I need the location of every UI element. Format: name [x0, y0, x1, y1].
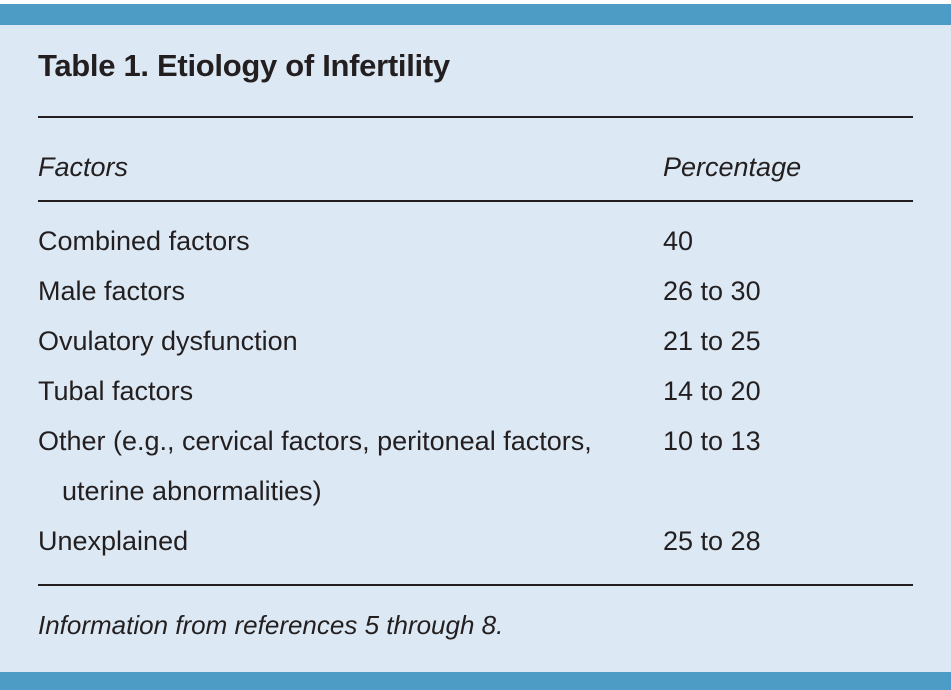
percentage-cell: 26 to 30: [663, 276, 761, 306]
column-header-factors: Factors: [38, 152, 129, 182]
percentage-cell: 40: [663, 226, 694, 256]
percentage-cell: 25 to 28: [663, 526, 761, 556]
table-header-row: Factors Percentage: [38, 152, 913, 182]
top-accent-bar: [0, 4, 951, 25]
factor-cell: Male factors: [38, 276, 186, 306]
factor-cell: Unexplained: [38, 526, 189, 556]
percentage-cell: 21 to 25: [663, 326, 761, 356]
percentage-cell: 10 to 13: [663, 426, 761, 456]
table-panel: Table 1. Etiology of Infertility Factors…: [0, 25, 951, 672]
table-row: Unexplained 25 to 28: [38, 516, 913, 566]
table-title: Table 1. Etiology of Infertility: [38, 48, 450, 83]
footer-rule: [38, 584, 913, 586]
percentage-cell: 14 to 20: [663, 376, 761, 406]
table-row: Tubal factors 14 to 20: [38, 366, 913, 416]
table-body: Combined factors 40 Male factors 26 to 3…: [38, 216, 913, 566]
column-header-percentage: Percentage: [663, 152, 802, 182]
table-row: Other (e.g., cervical factors, peritonea…: [38, 416, 913, 516]
factor-cell: Tubal factors: [38, 376, 194, 406]
table-row: Combined factors 40: [38, 216, 913, 266]
title-rule: [38, 116, 913, 118]
factor-cell: Ovulatory dysfunction: [38, 326, 298, 356]
bottom-accent-bar: [0, 672, 951, 690]
factor-cell: Combined factors: [38, 226, 250, 256]
table-row: Male factors 26 to 30: [38, 266, 913, 316]
header-rule: [38, 200, 913, 202]
table-row: Ovulatory dysfunction 21 to 25: [38, 316, 913, 366]
factor-cell: Other (e.g., cervical factors, peritonea…: [38, 426, 592, 506]
table-footnote: Information from references 5 through 8.: [38, 610, 504, 640]
